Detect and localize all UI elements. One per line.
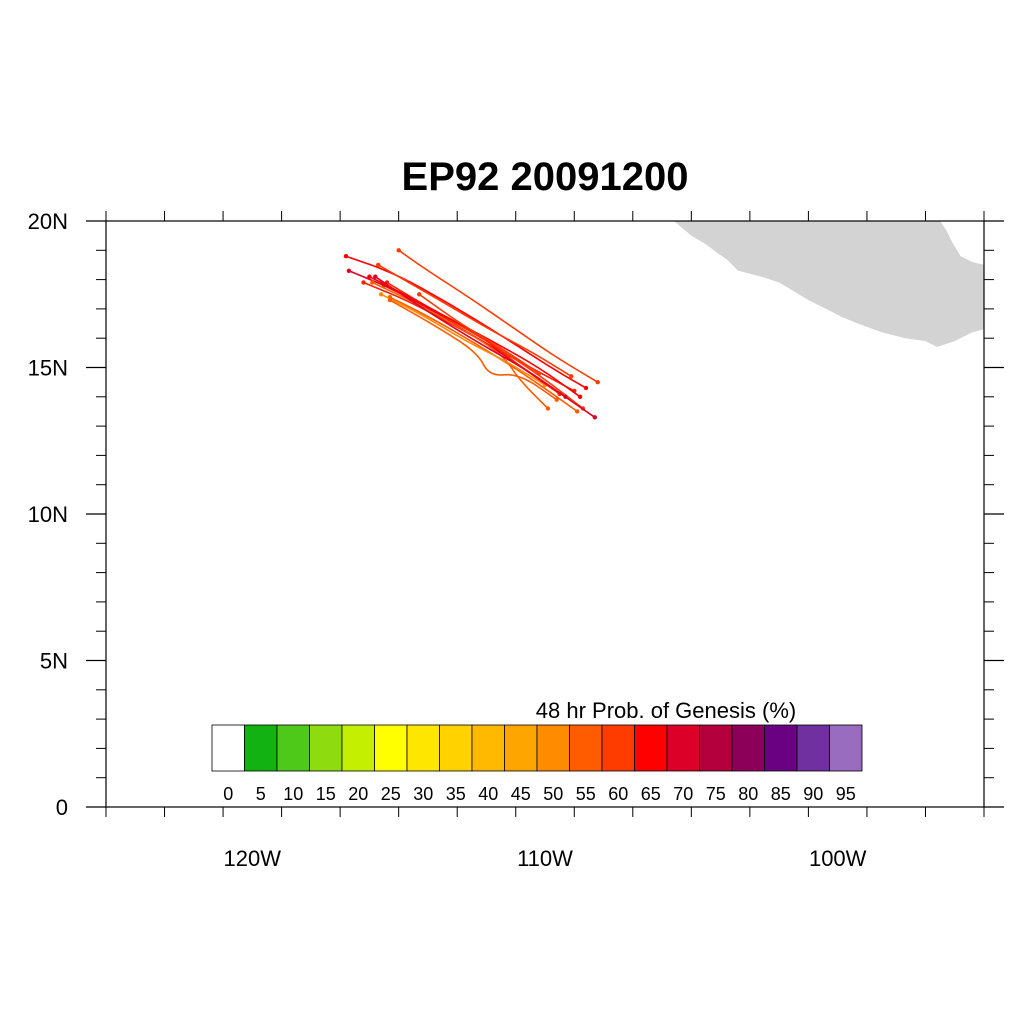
colorbar-swatch bbox=[601, 724, 635, 772]
colorbar-label: 35 bbox=[446, 784, 466, 804]
track-line bbox=[377, 264, 573, 378]
track-point bbox=[373, 274, 378, 279]
colorbar-title: 48 hr Prob. of Genesis (%) bbox=[536, 698, 796, 723]
track-point bbox=[346, 268, 352, 273]
track-point bbox=[592, 415, 597, 420]
lat-label: 5N bbox=[40, 649, 68, 674]
plot-area bbox=[343, 221, 984, 420]
colorbar-label: 70 bbox=[673, 784, 693, 804]
colorbar-swatch bbox=[634, 724, 668, 772]
colorbar-swatch bbox=[829, 724, 863, 772]
lon-label: 100W bbox=[809, 846, 867, 871]
track-point bbox=[367, 274, 372, 279]
colorbar-label: 30 bbox=[413, 784, 433, 804]
lon-label: 110W bbox=[517, 846, 573, 871]
track-point bbox=[569, 374, 574, 379]
colorbar-label: 60 bbox=[608, 784, 628, 804]
lat-label: 15N bbox=[28, 356, 68, 381]
colorbar-swatch bbox=[666, 724, 700, 772]
colorbar-swatch bbox=[731, 724, 765, 772]
colorbar-swatch bbox=[764, 724, 798, 772]
track-point bbox=[361, 280, 366, 285]
colorbar-swatch bbox=[341, 724, 375, 772]
colorbar-label: 20 bbox=[348, 784, 368, 804]
track-point bbox=[376, 262, 381, 268]
colorbar-label: 80 bbox=[738, 784, 758, 804]
lat-label: 0 bbox=[56, 795, 68, 820]
map-title: EP92 20091200 bbox=[402, 155, 689, 199]
latitude-labels: 20N 15N 10N 5N 0 bbox=[28, 209, 68, 820]
colorbar-swatch bbox=[276, 724, 310, 772]
colorbar-label: 55 bbox=[576, 784, 596, 804]
track-point bbox=[370, 280, 375, 285]
colorbar-swatch bbox=[374, 724, 408, 772]
longitude-labels: 120W 110W 100W bbox=[224, 846, 867, 871]
track-line bbox=[374, 275, 567, 398]
colorbar-swatch bbox=[406, 724, 440, 772]
track-line bbox=[389, 299, 558, 401]
colorbar-label: 10 bbox=[283, 784, 303, 804]
colorbar-label: 85 bbox=[771, 784, 791, 804]
track-point bbox=[577, 394, 583, 399]
track-point bbox=[536, 371, 542, 376]
colorbar-swatch bbox=[439, 724, 473, 772]
land-mass bbox=[673, 221, 984, 347]
track-point bbox=[563, 394, 568, 399]
colorbar-label: 15 bbox=[316, 784, 336, 804]
track-line bbox=[397, 249, 599, 383]
lon-label: 120W bbox=[224, 846, 282, 871]
track-point bbox=[417, 292, 422, 297]
colorbar-label: 65 bbox=[641, 784, 661, 804]
track-point bbox=[396, 248, 401, 253]
track-point bbox=[378, 292, 384, 297]
track-point bbox=[575, 409, 580, 414]
colorbar: 48 hr Prob. of Genesis (%) 0 5 10 15 20 25 30 3… bbox=[211, 698, 863, 804]
storm-tracks bbox=[343, 248, 600, 420]
track-point bbox=[545, 406, 551, 411]
colorbar-label: 0 bbox=[223, 784, 233, 804]
colorbar-label: 50 bbox=[543, 784, 563, 804]
colorbar-label: 95 bbox=[836, 784, 856, 804]
axis-ticks bbox=[86, 211, 1004, 817]
colorbar-swatch bbox=[536, 724, 570, 772]
colorbar-label: 40 bbox=[478, 784, 498, 804]
colorbar-swatch bbox=[244, 724, 278, 772]
track-point bbox=[387, 297, 393, 303]
colorbar-swatch bbox=[471, 724, 505, 772]
track-line bbox=[380, 293, 546, 386]
lat-label: 20N bbox=[28, 209, 68, 234]
track-line bbox=[389, 296, 578, 413]
colorbar-swatch bbox=[309, 724, 343, 772]
track-line bbox=[418, 293, 540, 375]
colorbar-swatch bbox=[504, 724, 538, 772]
track-point bbox=[343, 254, 349, 259]
track-line bbox=[345, 255, 587, 389]
colorbar-label: 25 bbox=[381, 784, 401, 804]
colorbar-label: 5 bbox=[256, 784, 266, 804]
track-point bbox=[554, 397, 559, 402]
colorbar-swatch bbox=[796, 724, 830, 772]
colorbar-label: 90 bbox=[803, 784, 823, 804]
track-point bbox=[583, 385, 589, 391]
colorbar-swatch bbox=[699, 724, 733, 772]
colorbar-swatch bbox=[211, 724, 245, 772]
track-point bbox=[595, 380, 600, 385]
colorbar-label: 75 bbox=[706, 784, 726, 804]
colorbar-label: 45 bbox=[511, 784, 531, 804]
colorbar-swatch bbox=[569, 724, 603, 772]
lat-label: 10N bbox=[28, 502, 68, 527]
